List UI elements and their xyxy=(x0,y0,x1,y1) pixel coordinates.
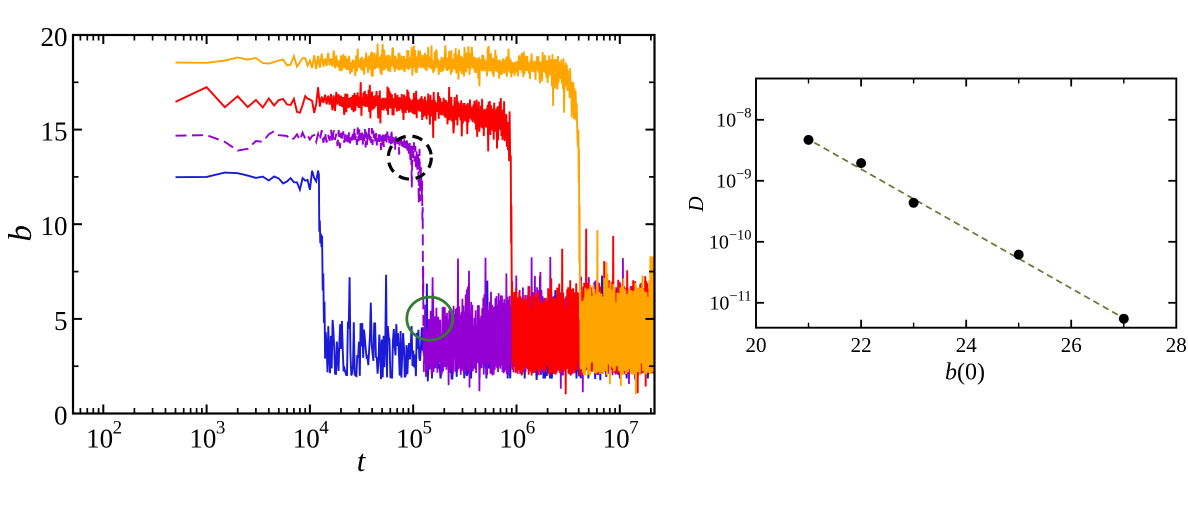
svg-text:b: b xyxy=(3,225,39,242)
svg-text:24: 24 xyxy=(956,333,978,357)
svg-text:10−9: 10−9 xyxy=(716,166,751,192)
svg-text:10: 10 xyxy=(86,424,113,454)
svg-text:2: 2 xyxy=(113,418,123,439)
svg-text:b(0): b(0) xyxy=(945,360,985,386)
svg-text:3: 3 xyxy=(216,418,226,439)
svg-text:0: 0 xyxy=(54,401,68,431)
svg-text:26: 26 xyxy=(1061,333,1082,357)
svg-text:22: 22 xyxy=(851,333,872,357)
svg-text:10: 10 xyxy=(189,424,216,454)
svg-text:10: 10 xyxy=(603,424,630,454)
svg-text:15: 15 xyxy=(41,117,68,147)
svg-text:28: 28 xyxy=(1166,333,1187,357)
svg-text:10: 10 xyxy=(396,424,423,454)
svg-text:4: 4 xyxy=(319,418,329,439)
svg-text:6: 6 xyxy=(526,418,536,439)
svg-text:5: 5 xyxy=(54,306,68,336)
svg-text:D: D xyxy=(684,196,708,212)
svg-text:7: 7 xyxy=(629,418,639,439)
svg-text:10−8: 10−8 xyxy=(716,105,751,131)
svg-text:t: t xyxy=(357,443,367,478)
svg-text:10: 10 xyxy=(41,211,68,241)
svg-text:5: 5 xyxy=(423,418,433,439)
svg-text:10: 10 xyxy=(293,424,320,454)
svg-text:20: 20 xyxy=(746,333,767,357)
svg-text:10: 10 xyxy=(499,424,526,454)
svg-text:20: 20 xyxy=(41,22,68,52)
